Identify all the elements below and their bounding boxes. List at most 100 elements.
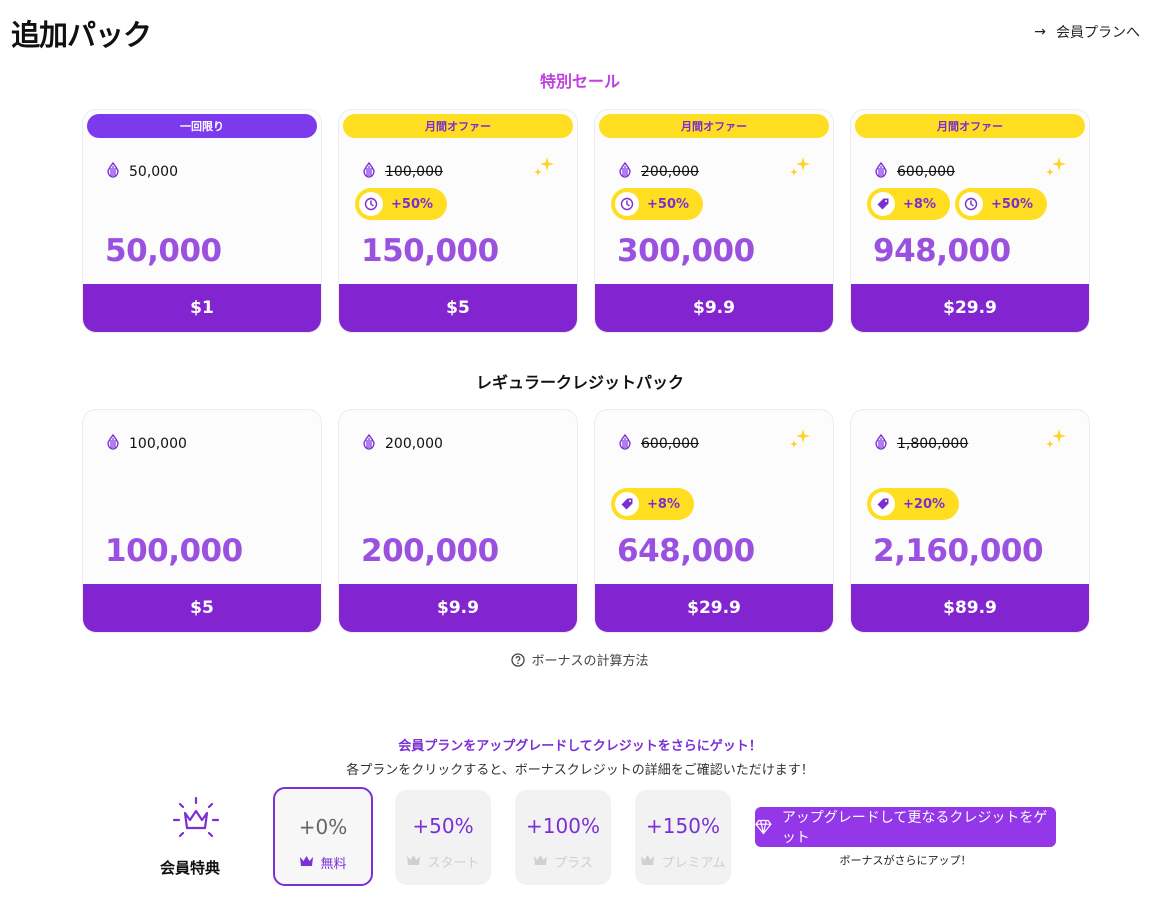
credit-pack-card[interactable]: 100,000 100,000 $5: [82, 409, 322, 633]
plan-tier-2[interactable]: +100% プラス: [515, 790, 611, 885]
base-credits: 600,000: [617, 434, 699, 454]
credit-pack-card[interactable]: 600,000 +8% 648,000 $29.9: [594, 409, 834, 633]
clock-icon: [615, 192, 639, 216]
credit-pack-card[interactable]: 月間オファー 100,000 +50% 150,000 $5: [338, 109, 578, 333]
bonus-chip: +50%: [355, 188, 448, 220]
offer-ribbon: 月間オファー: [855, 114, 1085, 138]
offer-ribbon: 月間オファー: [343, 114, 573, 138]
upgrade-button[interactable]: アップグレードして更なるクレジットをゲット: [755, 807, 1056, 847]
help-circle-icon: [511, 652, 526, 667]
tier-name-label: プレミアム: [661, 856, 726, 871]
regular-cards: 100,000 100,000 $5 200,000 200,000 $9.9 600,00…: [82, 409, 1090, 633]
credit-icon: [873, 434, 889, 454]
bonus-chip: +8%: [611, 488, 694, 520]
regular-pack-title: レギュラークレジットパック: [475, 373, 684, 392]
sparkle-icon: [789, 156, 811, 178]
sale-cards: 一回限り 50,000 50,000 $1 月間オファー 100,000 +50% 150,0…: [82, 109, 1090, 333]
base-credits-value: 200,000: [641, 164, 699, 180]
sparkle-icon: [789, 428, 811, 450]
offer-ribbon: 一回限り: [87, 114, 317, 138]
bonus-chip: +50%: [954, 188, 1047, 220]
credit-icon: [617, 162, 633, 182]
bonus-value: +50%: [990, 196, 1033, 212]
sparkle-icon: [533, 156, 555, 178]
base-credits-value: 50,000: [129, 164, 178, 180]
buy-price-button[interactable]: $29.9: [595, 584, 833, 632]
bonus-value: +50%: [391, 196, 434, 212]
clock-icon: [958, 192, 983, 216]
credit-icon: [361, 162, 377, 182]
buy-price-button[interactable]: $1: [83, 284, 321, 332]
tier-name: プラス: [515, 852, 611, 871]
credit-pack-card[interactable]: 月間オファー 600,000 +8% +50% 948,000 $29.9: [850, 109, 1090, 333]
total-credits: 648,000: [617, 533, 755, 569]
page-title: 追加パック: [11, 18, 152, 52]
tier-bonus-pct: +50%: [412, 814, 474, 838]
crown-icon: [299, 855, 314, 871]
bonus-chip: +50%: [611, 188, 704, 220]
tag-icon: [615, 492, 639, 516]
total-credits: 2,160,000: [873, 533, 1044, 569]
credit-pack-card[interactable]: 月間オファー 200,000 +50% 300,000 $9.9: [594, 109, 834, 333]
bonus-chips: +50%: [355, 188, 448, 220]
member-plan-link-label: 会員プランへ: [1056, 25, 1140, 41]
buy-price-button[interactable]: $89.9: [851, 584, 1089, 632]
crown-icon: [533, 854, 548, 870]
bonus-chips: +8%: [611, 488, 694, 520]
base-credits: 200,000: [617, 162, 699, 182]
base-credits-value: 600,000: [897, 164, 955, 180]
credit-icon: [617, 434, 633, 454]
diamond-icon: [755, 819, 772, 835]
total-credits: 100,000: [105, 533, 243, 569]
plan-tier-3[interactable]: +150% プレミアム: [635, 790, 731, 885]
tier-bonus-pct: +0%: [298, 815, 348, 839]
tier-bonus-pct: +150%: [646, 814, 720, 838]
tier-name: 無料: [275, 853, 371, 872]
tier-name-label: スタート: [427, 856, 480, 871]
clock-icon: [359, 192, 383, 216]
bonus-value: +20%: [903, 496, 946, 512]
bonus-chips: +50%: [611, 188, 704, 220]
crown-icon: [640, 854, 655, 870]
tier-name-label: プラス: [554, 856, 593, 871]
arrow-right-icon: →: [1034, 24, 1046, 40]
credit-pack-card[interactable]: 1,800,000 +20% 2,160,000 $89.9: [850, 409, 1090, 633]
base-credits: 200,000: [361, 434, 443, 454]
upgrade-button-subtext: ボーナスがさらにアップ！: [839, 854, 972, 867]
total-credits: 150,000: [361, 233, 499, 269]
buy-price-button[interactable]: $9.9: [595, 284, 833, 332]
sparkle-icon: [1045, 156, 1067, 178]
bonus-calc-label: ボーナスの計算方法: [531, 654, 649, 669]
offer-ribbon: 月間オファー: [599, 114, 829, 138]
total-credits: 948,000: [873, 233, 1011, 269]
bonus-value: +50%: [647, 196, 690, 212]
tier-name: プレミアム: [635, 852, 731, 871]
bonus-value: +8%: [647, 496, 680, 512]
tier-name: スタート: [395, 852, 491, 871]
bonus-value: +8%: [903, 196, 936, 212]
base-credits-value: 600,000: [641, 436, 699, 452]
upgrade-button-label: アップグレードして更なるクレジットをゲット: [781, 810, 1048, 846]
member-perk-icon: [162, 796, 230, 850]
buy-price-button[interactable]: $5: [83, 584, 321, 632]
member-perk-label: 会員特典: [160, 859, 221, 877]
total-credits: 200,000: [361, 533, 499, 569]
credit-pack-card[interactable]: 一回限り 50,000 50,000 $1: [82, 109, 322, 333]
bonus-calc-link[interactable]: ボーナスの計算方法: [0, 650, 1160, 669]
upgrade-title: 会員プランをアップグレードしてクレジットをさらにゲット！: [398, 739, 762, 754]
plan-tier-0[interactable]: +0% 無料: [273, 787, 373, 886]
base-credits: 50,000: [105, 162, 178, 182]
buy-price-button[interactable]: $9.9: [339, 584, 577, 632]
tier-name-label: 無料: [320, 857, 347, 872]
credit-pack-card[interactable]: 200,000 200,000 $9.9: [338, 409, 578, 633]
buy-price-button[interactable]: $29.9: [851, 284, 1089, 332]
total-credits: 300,000: [617, 233, 755, 269]
sparkle-icon: [1045, 428, 1067, 450]
member-plan-link[interactable]: → 会員プランへ: [1034, 22, 1140, 42]
base-credits-value: 1,800,000: [897, 436, 969, 452]
base-credits: 1,800,000: [873, 434, 968, 454]
buy-price-button[interactable]: $5: [339, 284, 577, 332]
tier-bonus-pct: +100%: [526, 814, 600, 838]
tag-icon: [871, 492, 895, 516]
plan-tier-1[interactable]: +50% スタート: [395, 790, 491, 885]
